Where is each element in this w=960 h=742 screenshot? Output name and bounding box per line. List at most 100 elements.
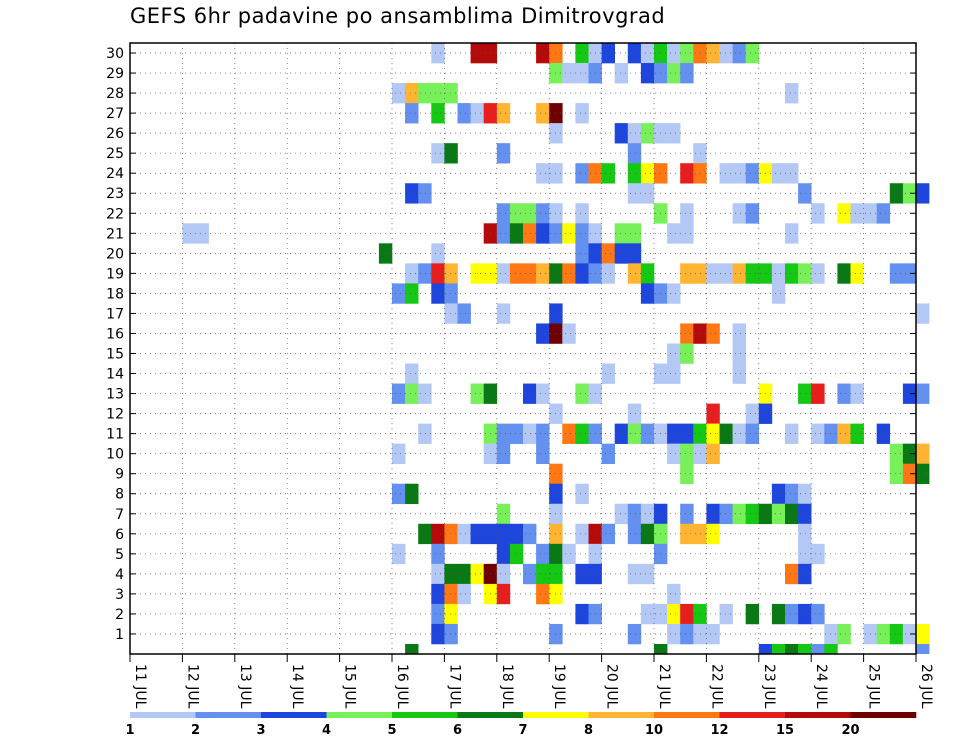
heat-cell <box>536 563 550 585</box>
plot-frame <box>129 42 917 655</box>
heat-cell <box>536 263 550 284</box>
heat-cell <box>431 583 445 605</box>
heat-cell <box>496 143 511 164</box>
legend-swatch <box>588 712 655 718</box>
heat-cell <box>680 203 694 224</box>
heat-cell <box>392 383 406 404</box>
x-tick-label: 17 JUL <box>446 664 462 709</box>
heat-cell <box>811 423 825 444</box>
y-tick-label: 25 <box>106 146 124 162</box>
heat-cell <box>680 623 694 645</box>
heat-cell <box>601 263 615 284</box>
heat-cell <box>601 363 615 384</box>
heat-cell <box>444 303 458 324</box>
heat-cell <box>785 563 799 585</box>
heat-cell <box>640 163 655 184</box>
heat-cell <box>889 463 904 485</box>
heat-cell <box>798 183 812 204</box>
heat-cell <box>431 143 445 164</box>
x-tick-label: 18 JUL <box>499 664 515 709</box>
heat-cell <box>470 43 484 64</box>
heat-cell <box>444 283 458 304</box>
heat-cell <box>640 523 655 545</box>
grid-layer <box>129 43 917 654</box>
heat-cell <box>614 223 629 244</box>
legend-swatch <box>261 712 327 718</box>
heat-cell <box>640 563 655 585</box>
heat-cell <box>536 423 550 444</box>
heat-cell <box>706 523 720 545</box>
heat-cell <box>667 43 681 64</box>
heat-cell <box>431 283 445 304</box>
heat-cell <box>536 383 550 404</box>
y-tick-label: 16 <box>106 326 124 342</box>
heat-cell <box>431 563 445 585</box>
heat-cell <box>614 423 629 444</box>
y-tick-label: 24 <box>106 166 124 182</box>
heat-cell <box>509 543 524 565</box>
heat-cell <box>405 263 419 284</box>
heat-cell <box>523 223 537 244</box>
x-tick-label: 23 JUL <box>761 664 777 709</box>
heat-cell <box>470 103 484 124</box>
heat-cell <box>889 263 904 284</box>
heat-cell-strip <box>405 643 419 654</box>
y-tick-label: 5 <box>115 547 124 563</box>
legend-label: 6 <box>453 723 462 738</box>
heat-cell <box>575 523 589 545</box>
x-tick-label: 12 JUL <box>184 664 200 709</box>
heat-cell <box>536 43 550 64</box>
y-tick-label: 30 <box>106 46 124 62</box>
legend-swatch <box>130 712 196 718</box>
legend-label: 5 <box>387 723 396 738</box>
heat-cell <box>457 583 471 605</box>
heat-cell <box>640 603 655 625</box>
y-tick-label: 11 <box>106 427 124 443</box>
y-tick-label: 28 <box>106 86 124 102</box>
y-tick-label: 27 <box>106 106 124 122</box>
heat-cell <box>536 443 550 464</box>
heat-cell <box>771 263 786 284</box>
heat-cell <box>627 263 642 284</box>
x-tick-label: 25 JUL <box>866 664 882 709</box>
heat-cell <box>771 163 786 184</box>
heat-cell <box>706 403 720 424</box>
heat-cell <box>575 603 589 625</box>
heat-cell <box>444 83 458 104</box>
legend-label: 1 <box>125 723 134 738</box>
heat-cell <box>457 103 471 124</box>
heat-cell <box>719 43 733 64</box>
legend-label: 10 <box>645 723 663 738</box>
heat-cell-strip <box>758 643 773 654</box>
heat-cell <box>902 463 917 485</box>
heat-cell <box>431 103 445 124</box>
heat-cell <box>523 263 537 284</box>
heat-cell <box>496 543 511 565</box>
legend-label: 12 <box>710 723 728 738</box>
heat-cell <box>667 623 681 645</box>
y-tick-label: 19 <box>106 266 124 282</box>
heat-cell <box>719 423 733 444</box>
heat-cell <box>444 623 458 645</box>
y-tick-label: 12 <box>106 407 124 423</box>
heat-cell <box>916 623 930 645</box>
heat-cell <box>837 383 851 404</box>
heat-cell <box>640 183 655 204</box>
y-tick-label: 2 <box>115 607 124 623</box>
heat-cell <box>745 423 760 444</box>
heat-cell <box>785 263 799 284</box>
heat-cell <box>509 523 524 545</box>
heat-cell <box>667 223 681 244</box>
y-tick-label: 23 <box>106 186 124 202</box>
heat-cell <box>601 443 615 464</box>
heat-cell <box>392 443 406 464</box>
x-tick-label: 24 JUL <box>813 664 829 709</box>
heat-cell <box>745 43 760 64</box>
heat-cell <box>771 483 786 505</box>
heat-cell <box>575 423 589 444</box>
heat-cell <box>732 323 746 344</box>
heat-cell <box>536 583 550 605</box>
heat-cell <box>706 323 720 344</box>
heat-cell <box>745 603 760 625</box>
heat-cell <box>418 183 432 204</box>
